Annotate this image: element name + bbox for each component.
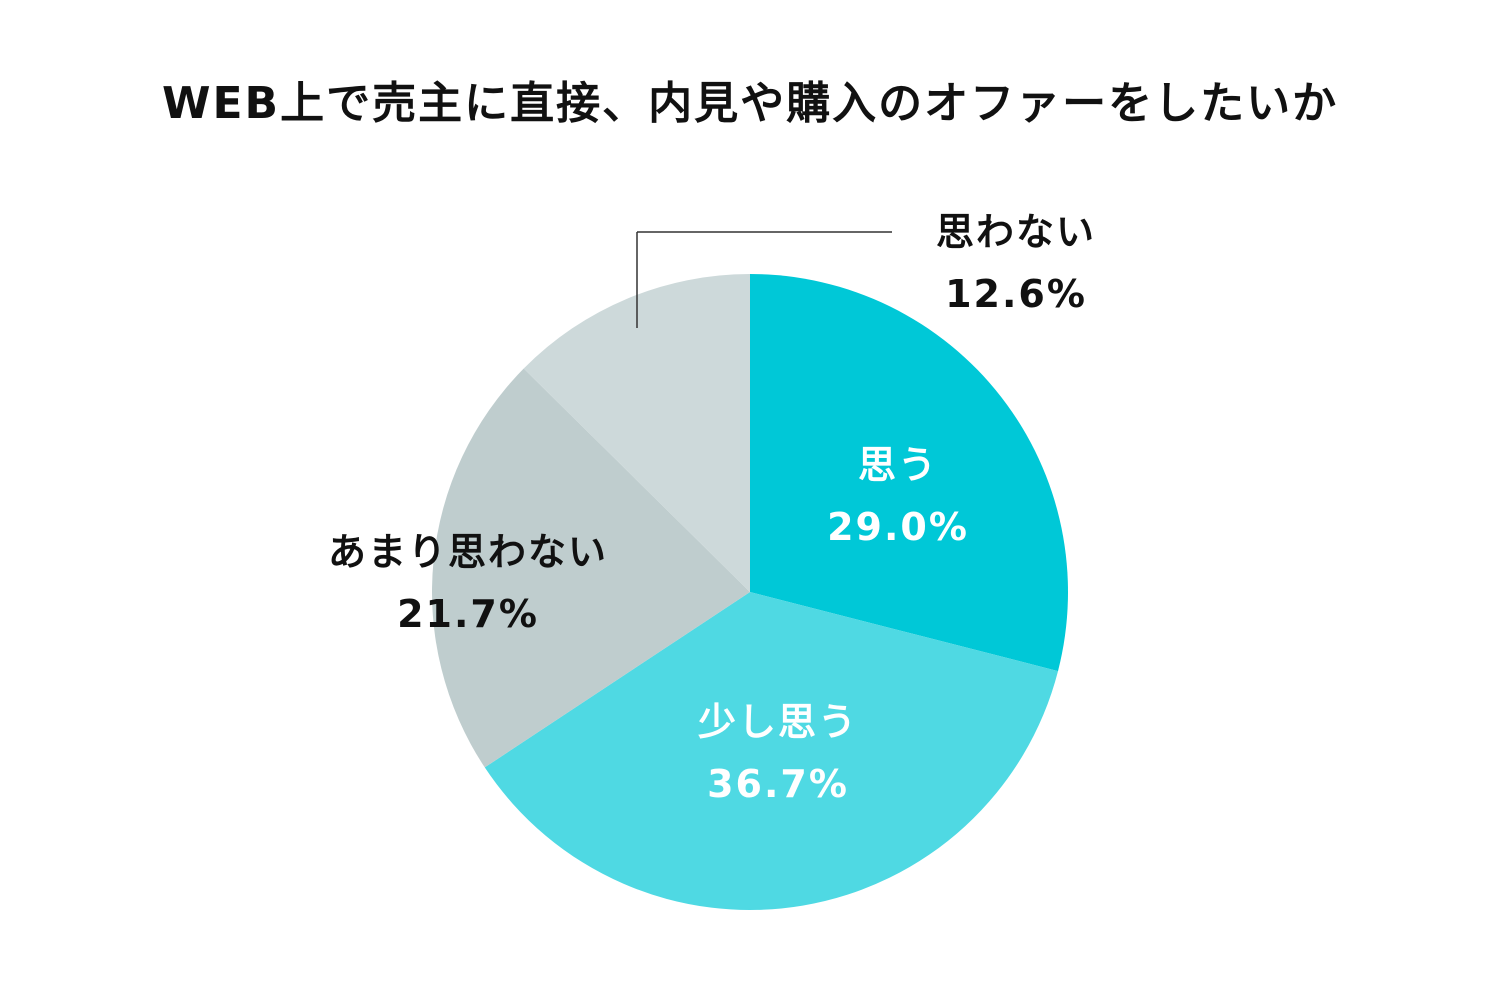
slice-value-4: 12.6% bbox=[945, 272, 1087, 316]
slice-value-2: 36.7% bbox=[707, 762, 849, 806]
slice-label-2: 少し思う bbox=[698, 700, 858, 744]
pie-slice-4 bbox=[523, 274, 750, 592]
slice-label-1: 思う bbox=[858, 443, 938, 487]
pie-slice-1 bbox=[750, 274, 1068, 672]
slice-labels: 思う 29.0% 少し思う 36.7% あまり思わない 21.7% 思わない 12.6% bbox=[328, 210, 1096, 806]
slice-label-4: 思わない bbox=[936, 210, 1096, 254]
pie-slice-3 bbox=[431, 368, 750, 768]
pie-slices bbox=[431, 274, 1068, 911]
slice-value-1: 29.0% bbox=[827, 505, 969, 549]
pie-slice-2 bbox=[484, 592, 1059, 911]
slice-label-3: あまり思わない bbox=[328, 530, 608, 574]
slice-value-3: 21.7% bbox=[397, 592, 539, 636]
chart-title: WEB上で売主に直接、内見や購入のオファーをしたいか bbox=[162, 78, 1338, 129]
